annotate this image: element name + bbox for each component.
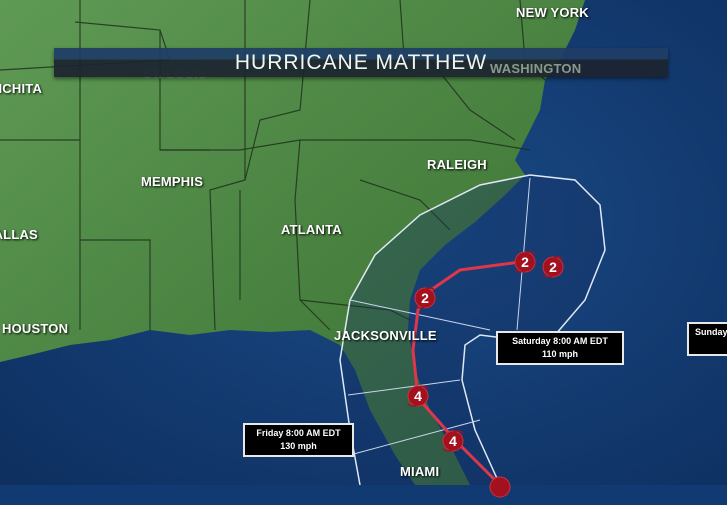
forecast-box-sunday: Sunday (687, 322, 727, 356)
hurricane-icon-partial (487, 474, 513, 500)
forecast-time: Friday 8:00 AM EDT (256, 428, 341, 438)
city-label-atlanta: ATLANTA (281, 222, 342, 237)
map (0, 0, 727, 485)
forecast-wind: 110 mph (541, 349, 579, 359)
city-label-raleigh: RALEIGH (427, 157, 487, 172)
city-label-wichita: WICHITA (0, 81, 43, 96)
forecast-box-friday: Friday 8:00 AM EDT 130 mph (243, 423, 354, 457)
city-label-dallas: DALLAS (0, 227, 38, 242)
city-label-jacksonville: JACKSONVILLE (334, 328, 437, 343)
title-banner: HURRICANE MATTHEW (54, 48, 668, 77)
forecast-wind: 130 mph (280, 441, 317, 451)
hurricane-icon: 2 (540, 254, 566, 280)
forecast-time: Saturday 8:00 AM EDT (512, 336, 608, 346)
city-label-washington: WASHINGTON (490, 61, 582, 76)
forecast-box-saturday: Saturday 8:00 AM EDT 110 mph (496, 331, 624, 365)
hurricane-icon: 4 (440, 428, 466, 454)
hurricane-icon: 4 (405, 383, 431, 409)
state-borders (0, 0, 546, 331)
city-label-miami: MIAMI (400, 464, 440, 479)
forecast-time: Sunday (695, 327, 727, 337)
city-label-houston: HOUSTON (2, 321, 69, 336)
city-label-new-york: NEW YORK (516, 5, 589, 20)
hurricane-icon: 2 (512, 249, 538, 275)
land (0, 0, 585, 485)
forecast-wind (695, 339, 727, 352)
city-label-memphis: MEMPHIS (141, 174, 204, 189)
hurricane-icon: 2 (412, 285, 438, 311)
